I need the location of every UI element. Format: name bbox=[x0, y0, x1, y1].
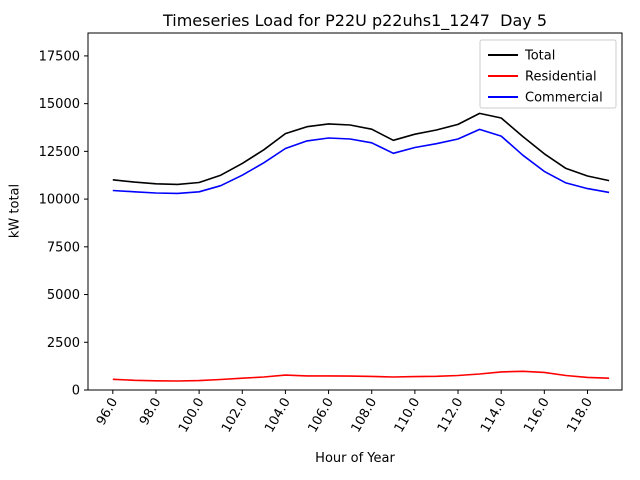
y-tick-label: 0 bbox=[72, 384, 80, 399]
x-axis-label: Hour of Year bbox=[315, 451, 395, 466]
x-tick-label: 102.0 bbox=[219, 396, 251, 436]
y-tick-label: 17500 bbox=[39, 49, 80, 64]
axes-frame bbox=[87, 32, 623, 391]
y-tick-label: 15000 bbox=[39, 97, 80, 112]
legend-label-residential: Residential bbox=[525, 70, 597, 85]
chart-title: Timeseries Load for P22U p22uhs1_1247 Da… bbox=[162, 11, 548, 30]
x-tick-label: 106.0 bbox=[305, 396, 337, 436]
x-tick-label: 96.0 bbox=[94, 396, 121, 429]
legend-label-total: Total bbox=[524, 49, 555, 64]
series-line-residential bbox=[112, 370, 610, 382]
y-tick-label: 2500 bbox=[47, 336, 80, 351]
x-tick-label: 118.0 bbox=[564, 396, 596, 436]
x-tick-label: 114.0 bbox=[478, 396, 510, 436]
legend-label-commercial: Commercial bbox=[525, 91, 603, 106]
x-tick-label: 98.0 bbox=[137, 396, 164, 429]
series-line-total bbox=[112, 112, 610, 186]
x-tick-label: 110.0 bbox=[392, 396, 424, 436]
y-tick-label: 5000 bbox=[47, 288, 80, 303]
y-tick-label: 7500 bbox=[47, 240, 80, 255]
x-tick-label: 100.0 bbox=[176, 396, 208, 436]
x-tick-label: 104.0 bbox=[262, 396, 294, 436]
x-tick-label: 116.0 bbox=[521, 396, 553, 436]
x-tick-label: 112.0 bbox=[435, 396, 467, 436]
y-tick-label: 10000 bbox=[39, 193, 80, 208]
series-line-commercial bbox=[112, 128, 610, 195]
legend-box bbox=[479, 39, 617, 109]
x-tick-label: 108.0 bbox=[349, 396, 381, 436]
y-tick-label: 12500 bbox=[39, 145, 80, 160]
